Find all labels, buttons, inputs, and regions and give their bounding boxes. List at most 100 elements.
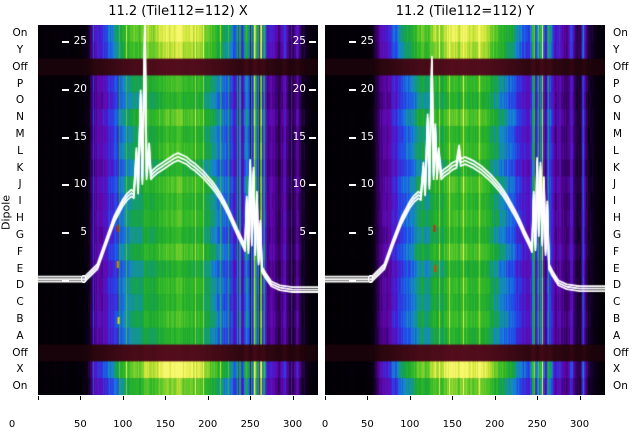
heatmap-canvas-y [325, 25, 605, 395]
heatmap-panel-y [325, 25, 605, 395]
corner-tick-label: 0 [8, 419, 16, 430]
dipole-label: Y [613, 43, 620, 56]
dipole-label: L [17, 144, 23, 157]
dipole-label: F [613, 245, 620, 258]
db-tick-mark-right [309, 88, 316, 91]
dipole-label: I [18, 195, 22, 208]
db-tick-mark-right [309, 41, 316, 43]
db-tick-label-right: 10 [292, 178, 306, 191]
dipole-label: F [16, 245, 24, 258]
db-zero-label: 0 [80, 274, 87, 286]
dipole-label: C [613, 296, 621, 309]
dipole-label: C [16, 296, 24, 309]
x-tick-label: 150 [155, 419, 175, 430]
dipole-label: B [16, 312, 24, 325]
x-tick-label: 100 [113, 419, 133, 430]
x-tick-mark [452, 396, 454, 400]
db-tick-label: 5 [80, 226, 87, 239]
db-tick-label: 25 [73, 35, 87, 47]
db-tick-mark-right [309, 232, 316, 235]
x-tick-mark [292, 396, 294, 400]
dipole-label: K [16, 161, 24, 174]
db-tick-label: 20 [360, 82, 374, 95]
x-tick-mark [38, 396, 39, 400]
db-zero-mark [62, 280, 69, 282]
dipole-label: N [613, 111, 621, 124]
dipole-label: M [15, 128, 25, 141]
dipole-label: On [12, 380, 28, 393]
dipole-axis-right: On Y Off P O N M L K J I H G F E D C B A Off X On [611, 25, 640, 395]
db-tick-label: 5 [367, 226, 374, 239]
db-tick-mark [62, 41, 69, 43]
x-tick-mark [494, 396, 496, 400]
dipole-label: On [613, 27, 628, 40]
dipole-label: L [613, 144, 619, 157]
dipole-label: On [613, 380, 628, 393]
db-tick-label: 25 [360, 35, 374, 47]
db-tick-mark [349, 232, 356, 235]
db-tick-mark [349, 88, 356, 91]
panel-title-y: 11.2 (Tile112=112) Y [395, 4, 535, 19]
dipole-label: E [16, 262, 24, 275]
dipole-label: I [613, 195, 617, 208]
db-zero-mark [349, 280, 356, 282]
dipole-label: P [613, 77, 620, 90]
x-tick-mark [80, 396, 82, 400]
dipole-label: X [16, 363, 24, 376]
db-tick-label: 20 [73, 82, 87, 95]
x-tick-mark [409, 396, 411, 400]
db-tick-mark [62, 184, 69, 187]
db-tick-label-right: 25 [292, 35, 306, 47]
x-tick-label: 250 [240, 419, 260, 430]
heatmap-panel-x [38, 25, 318, 395]
x-tick-mark [122, 396, 124, 400]
dipole-label: On [12, 27, 28, 40]
dipole-label: Off [12, 346, 28, 359]
db-tick-mark [62, 88, 69, 91]
dipole-label: O [15, 94, 25, 107]
dipole-label: A [613, 329, 621, 342]
dipole-label: H [613, 212, 621, 225]
x-tick-label: 50 [74, 419, 87, 430]
dipole-label: P [16, 77, 24, 90]
db-tick-label: 15 [73, 130, 87, 143]
x-tick-label: 250 [527, 419, 547, 430]
db-zero-label: 0 [367, 274, 374, 286]
dipole-label: A [16, 329, 24, 342]
x-tick-mark [579, 396, 581, 400]
dipole-label: J [613, 178, 617, 191]
x-tick-label: 50 [361, 419, 374, 430]
db-tick-label-right: 5 [299, 226, 306, 239]
dipole-label: J [18, 178, 22, 191]
dipole-axis-left: On Y Off P O N M L K J I H G F E D C B A Off X On [6, 25, 34, 395]
dipole-label: Y [16, 43, 24, 56]
x-tick-label: 300 [282, 419, 303, 430]
dipole-label: Off [613, 346, 629, 359]
dipole-label: D [613, 279, 622, 292]
panel-title-x: 11.2 (Tile112=112) X [108, 4, 248, 19]
x-tick-mark [367, 396, 369, 400]
x-tick-label: 150 [442, 419, 462, 430]
db-tick-mark [349, 184, 356, 187]
x-tick-mark [537, 396, 539, 400]
db-tick-label-right: 15 [292, 130, 306, 143]
dipole-label: Off [613, 60, 629, 73]
db-tick-mark [349, 136, 356, 139]
db-tick-label-right: 20 [292, 82, 306, 95]
x-tick-label: 0 [321, 419, 329, 430]
heatmap-canvas-x [38, 25, 318, 395]
dipole-label: G [15, 228, 25, 241]
dipole-label: N [16, 111, 24, 124]
db-tick-mark [349, 41, 356, 43]
dipole-label: E [613, 262, 620, 275]
db-tick-label: 10 [360, 178, 374, 191]
db-tick-label: 10 [73, 178, 87, 191]
dipole-label: K [613, 161, 620, 174]
db-tick-mark-right [309, 136, 316, 139]
x-tick-label: 100 [400, 419, 420, 430]
x-tick-mark [165, 396, 167, 400]
dipole-label: B [613, 312, 621, 325]
db-tick-mark-right [309, 184, 316, 187]
dipole-label: O [613, 94, 622, 107]
